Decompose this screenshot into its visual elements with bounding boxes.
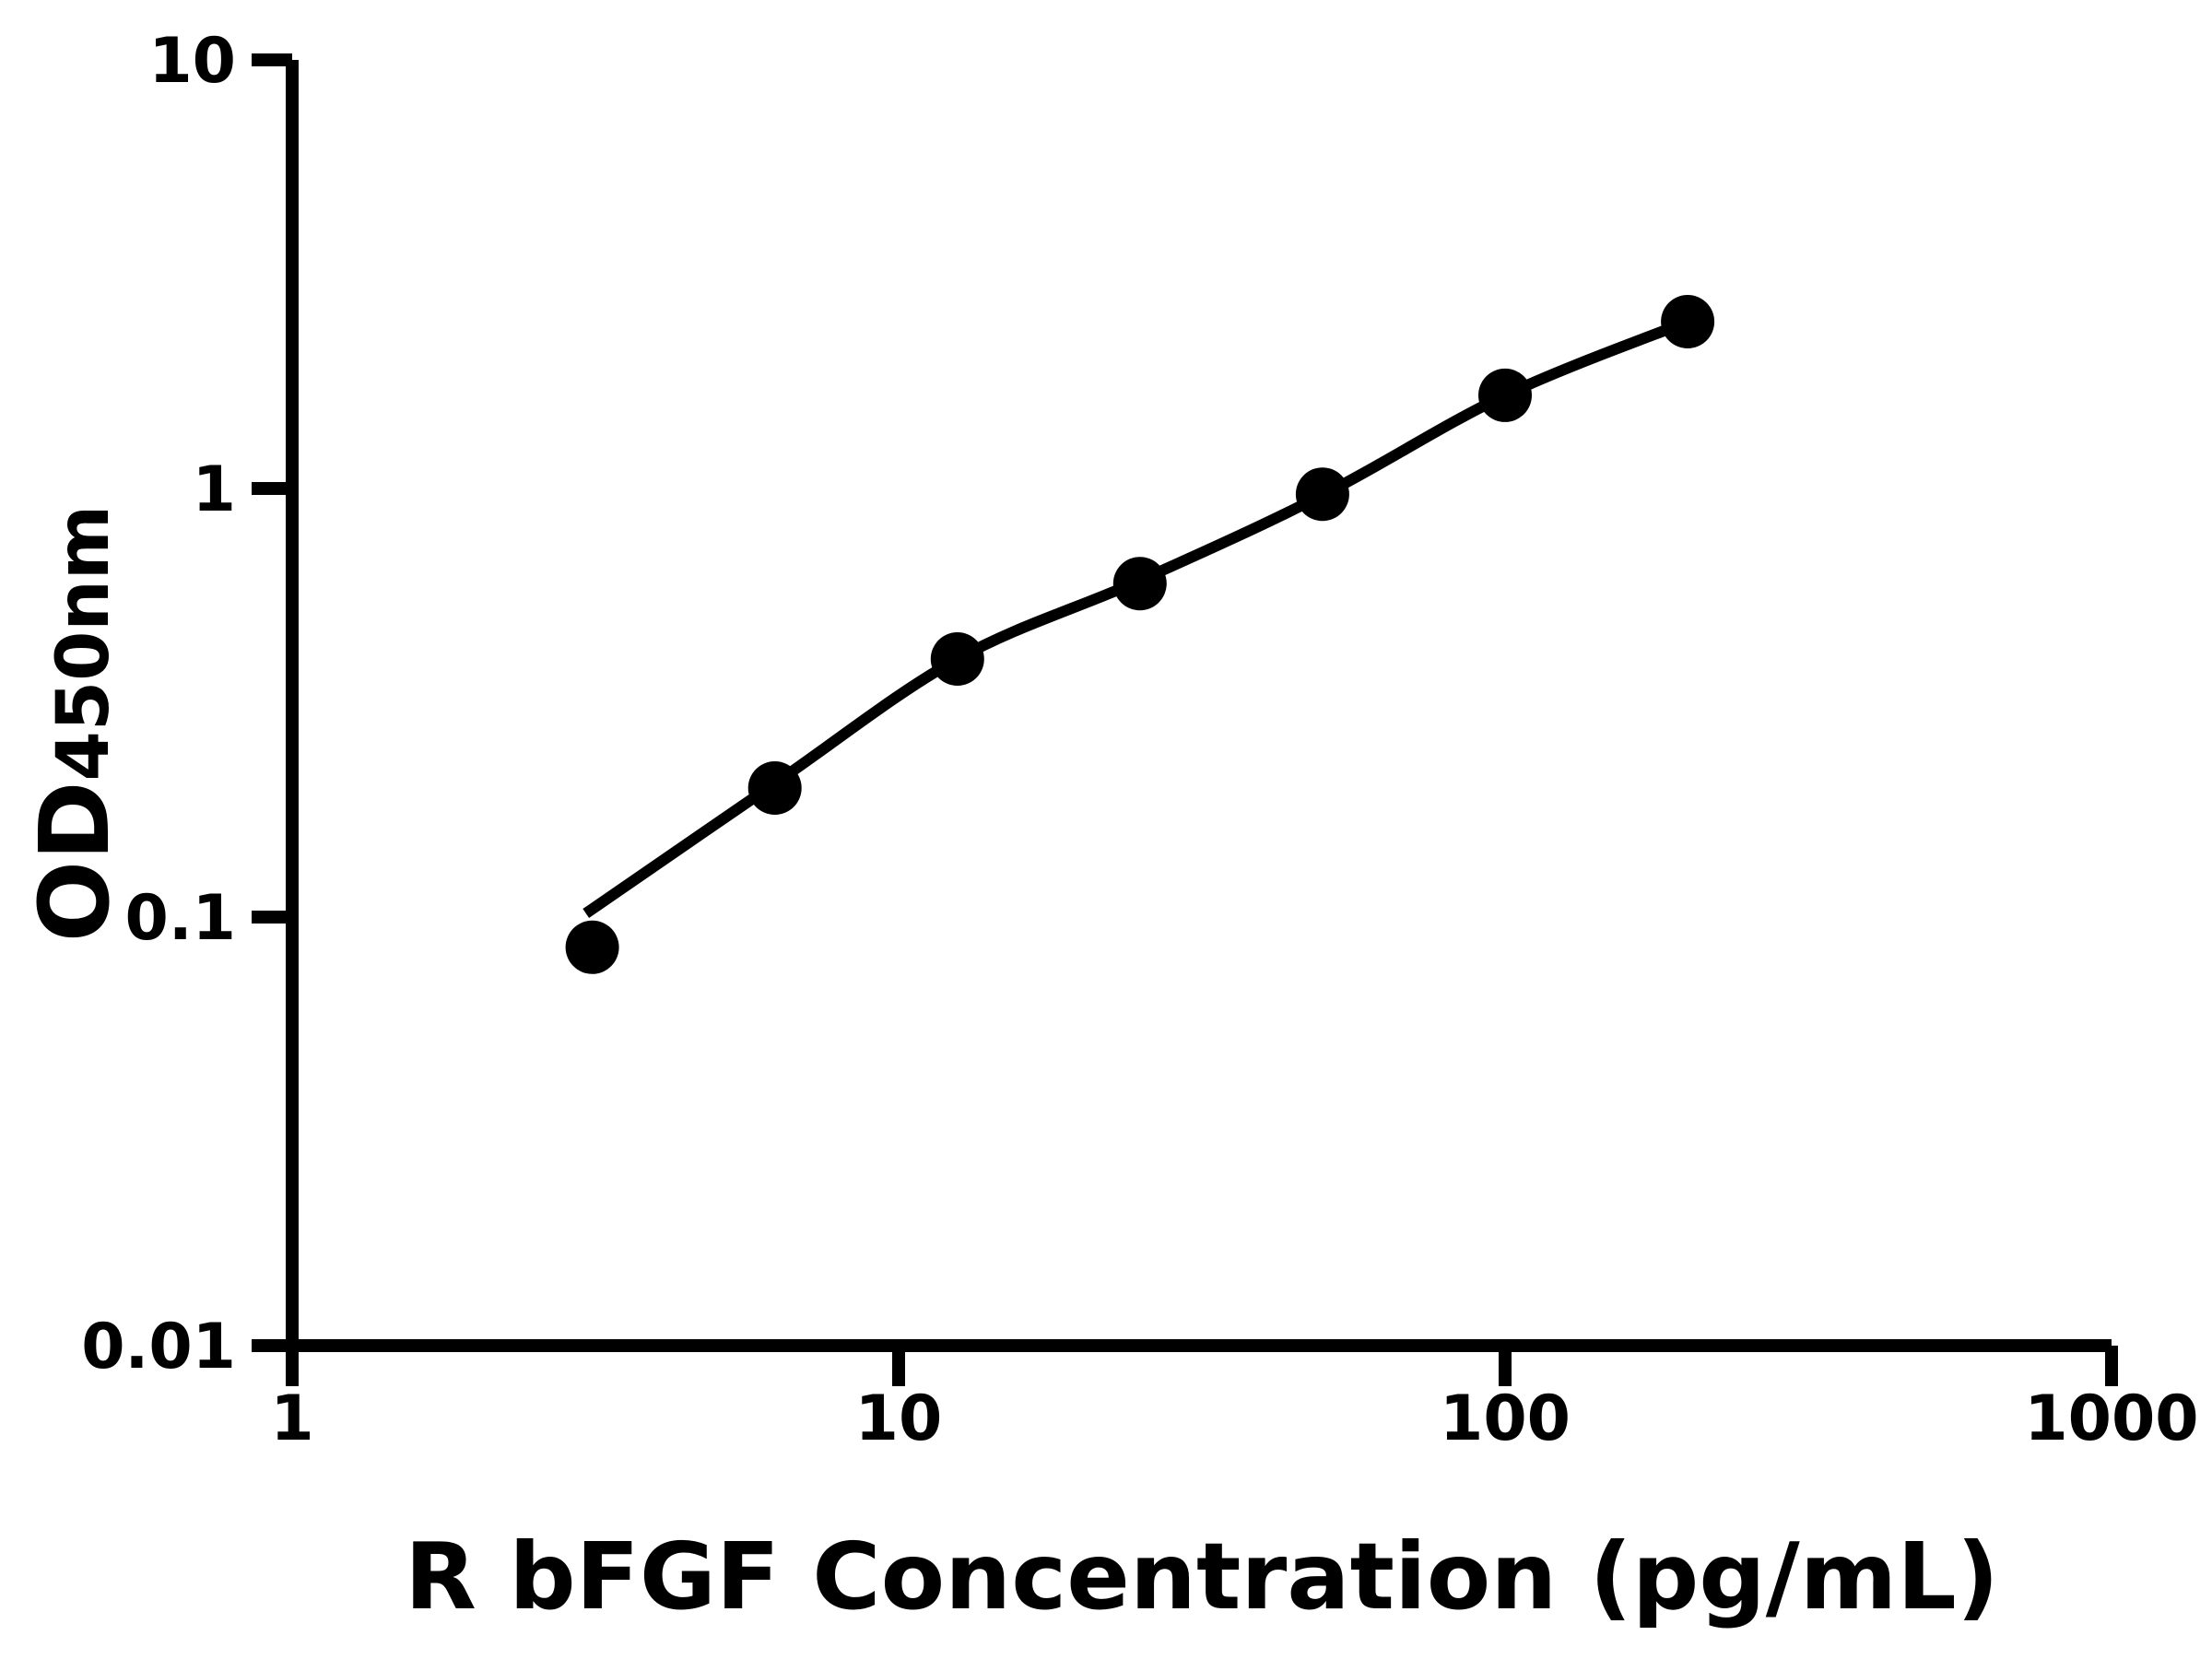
y-tick-label: 0.1 <box>125 882 236 955</box>
y-axis-title: OD450nm <box>18 505 131 942</box>
y-tick-label: 0.01 <box>81 1311 236 1383</box>
axes <box>286 60 2112 1386</box>
x-axis-title: R bFGF Concentration (pg/mL) <box>405 1523 1999 1630</box>
axis-ticks <box>252 53 2118 1386</box>
x-tick-label: 1 <box>270 1382 313 1455</box>
data-point <box>747 761 802 815</box>
y-tick-label: 1 <box>193 453 236 526</box>
axis-tick-labels: 10 1 0.1 0.01 1 10 100 1000 <box>81 25 2198 1455</box>
x-tick-label: 10 <box>855 1382 943 1455</box>
data-point <box>1661 295 1715 348</box>
data-points <box>565 295 1715 974</box>
data-point <box>930 632 984 686</box>
data-point <box>1478 368 1532 422</box>
y-tick-label: 10 <box>148 25 236 98</box>
data-point <box>1295 467 1349 522</box>
plot-area <box>565 295 1715 974</box>
x-tick-label: 100 <box>1440 1382 1571 1455</box>
x-tick-label: 1000 <box>2024 1382 2198 1455</box>
y-axis-title-subscript: 450nm <box>42 505 125 782</box>
data-point <box>1112 557 1167 611</box>
data-point <box>565 920 619 974</box>
y-axis-title-main: OD <box>18 781 131 942</box>
